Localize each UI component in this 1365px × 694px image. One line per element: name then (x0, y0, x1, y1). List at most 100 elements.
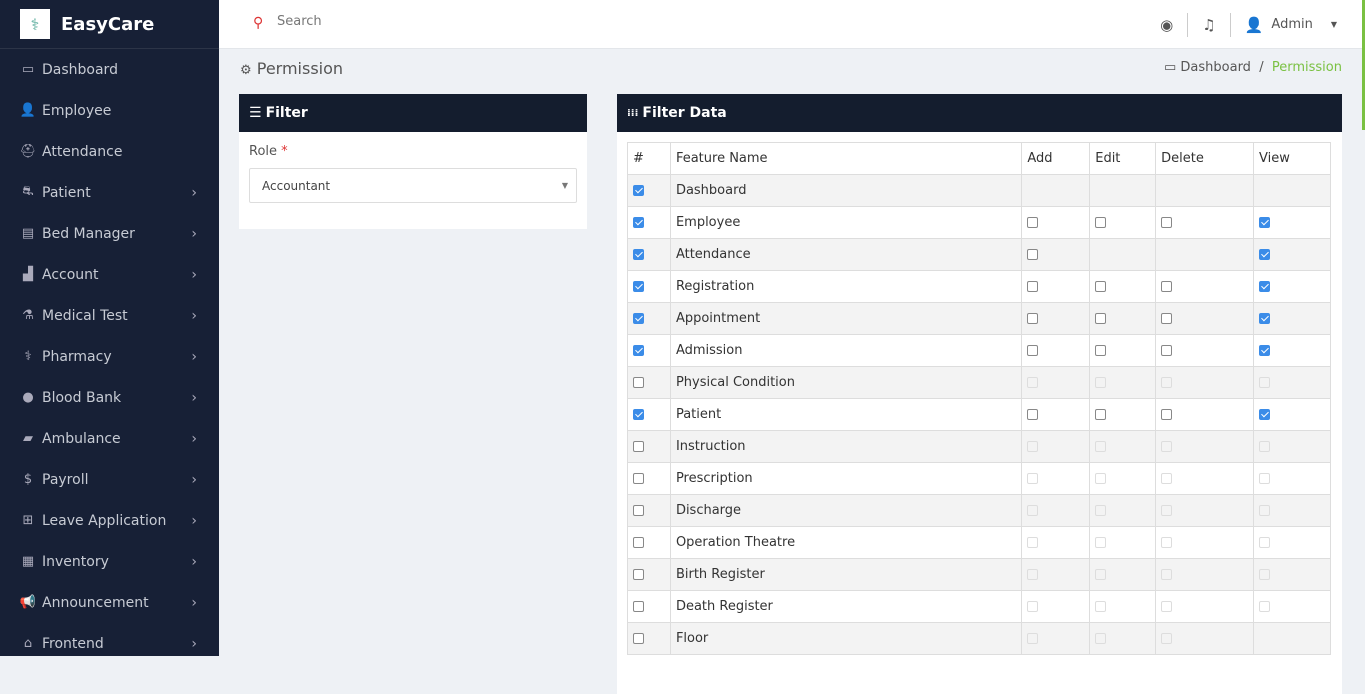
sidebar-item-ambulance[interactable]: ▰ Ambulance › (0, 418, 219, 459)
add-checkbox (1027, 505, 1039, 516)
view-cell (1253, 494, 1331, 527)
table-row: Birth Register (627, 558, 1331, 591)
add-cell (1021, 430, 1091, 463)
feature-checkbox[interactable] (633, 377, 644, 388)
row-select-cell (627, 622, 671, 655)
add-checkbox[interactable] (1027, 345, 1039, 356)
bell-icon[interactable]: ♫ (1202, 15, 1216, 34)
view-cell (1253, 238, 1331, 271)
chevron-right-icon: › (191, 553, 197, 570)
breadcrumb-dashboard[interactable]: Dashboard (1180, 60, 1251, 75)
divider (1229, 12, 1231, 37)
view-checkbox[interactable] (1259, 313, 1271, 324)
sidebar-item-inventory[interactable]: ▦ Inventory › (0, 541, 219, 582)
user-name: Admin (1271, 17, 1313, 32)
delete-cell (1155, 174, 1255, 207)
add-checkbox[interactable] (1027, 281, 1039, 292)
edit-cell (1089, 558, 1157, 591)
view-cell (1253, 622, 1331, 655)
view-checkbox (1259, 569, 1271, 580)
sidebar-item-medical-test[interactable]: ⚗ Medical Test › (0, 295, 219, 336)
sidebar-item-dashboard[interactable]: ▭ Dashboard (0, 49, 219, 90)
edit-checkbox[interactable] (1095, 409, 1107, 420)
sidebar-item-pharmacy[interactable]: ⚕ Pharmacy › (0, 336, 219, 377)
add-checkbox[interactable] (1027, 409, 1039, 420)
sliders-icon: ☰ (249, 105, 262, 121)
add-checkbox[interactable] (1027, 217, 1039, 228)
search-icon: ⚲ (253, 15, 264, 31)
table-row: Prescription (627, 462, 1331, 495)
edit-checkbox[interactable] (1095, 217, 1107, 228)
view-checkbox (1259, 377, 1271, 388)
feature-name: Operation Theatre (669, 526, 1023, 559)
role-label-text: Role (249, 144, 278, 159)
row-select-cell (627, 174, 671, 207)
filter-data-title: Filter Data (642, 105, 727, 121)
feature-checkbox[interactable] (633, 505, 644, 516)
sidebar-item-payroll[interactable]: $ Payroll › (0, 459, 219, 500)
edit-cell (1089, 302, 1157, 335)
sidebar-item-blood-bank[interactable]: ● Blood Bank › (0, 377, 219, 418)
edit-checkbox[interactable] (1095, 281, 1107, 292)
feature-checkbox[interactable] (633, 441, 644, 452)
dollar-icon: $ (23, 472, 33, 487)
delete-checkbox[interactable] (1161, 281, 1173, 292)
scrollbar[interactable] (1362, 0, 1365, 130)
feature-checkbox[interactable] (633, 249, 644, 260)
chevron-right-icon: › (191, 184, 197, 201)
feature-checkbox[interactable] (633, 569, 644, 580)
feature-checkbox[interactable] (633, 281, 644, 292)
sidebar-item-bed-manager[interactable]: ▤ Bed Manager › (0, 213, 219, 254)
delete-checkbox[interactable] (1161, 217, 1173, 228)
add-checkbox[interactable] (1027, 313, 1039, 324)
feature-checkbox[interactable] (633, 633, 644, 644)
view-checkbox (1259, 601, 1271, 612)
view-checkbox[interactable] (1259, 217, 1271, 228)
table-row: Discharge (627, 494, 1331, 527)
add-cell (1021, 238, 1091, 271)
view-checkbox[interactable] (1259, 345, 1271, 356)
sidebar-item-account[interactable]: ▟ Account › (0, 254, 219, 295)
view-checkbox[interactable] (1259, 249, 1271, 260)
sidebar-item-employee[interactable]: 👤 Employee (0, 90, 219, 131)
delete-checkbox[interactable] (1161, 345, 1173, 356)
delete-cell (1155, 430, 1255, 463)
feature-checkbox[interactable] (633, 345, 644, 356)
globe-icon[interactable]: ◉ (1160, 15, 1174, 34)
caret-down-icon: ▼ (561, 181, 568, 190)
delete-checkbox (1161, 569, 1173, 580)
delete-checkbox[interactable] (1161, 313, 1173, 324)
edit-cell (1089, 366, 1157, 399)
feature-checkbox[interactable] (633, 313, 644, 324)
feature-checkbox[interactable] (633, 185, 644, 196)
role-select[interactable]: Accountant ▼ (249, 168, 577, 203)
add-checkbox[interactable] (1027, 249, 1039, 260)
view-cell (1253, 206, 1331, 239)
view-checkbox[interactable] (1259, 281, 1271, 292)
feature-checkbox[interactable] (633, 217, 644, 228)
sidebar-item-frontend[interactable]: ⌂ Frontend › (0, 623, 219, 664)
feature-checkbox[interactable] (633, 537, 644, 548)
view-checkbox[interactable] (1259, 409, 1271, 420)
sidebar-item-patient[interactable]: ⛐ Patient › (0, 172, 219, 213)
view-checkbox (1259, 441, 1271, 452)
breadcrumb-current: Permission (1271, 60, 1342, 75)
feature-checkbox[interactable] (633, 601, 644, 612)
feature-checkbox[interactable] (633, 409, 644, 420)
sidebar-item-announcement[interactable]: 📢 Announcement › (0, 582, 219, 623)
table-row: Death Register (627, 590, 1331, 623)
brand[interactable]: ⚕ EasyCare (0, 0, 219, 49)
table-row: Registration (627, 270, 1331, 303)
user-menu[interactable]: 👤 Admin ▼ (1245, 16, 1337, 34)
feature-checkbox[interactable] (633, 473, 644, 484)
sidebar-item-leave-application[interactable]: ⊞ Leave Application › (0, 500, 219, 541)
edit-cell (1089, 238, 1157, 271)
search-input[interactable] (277, 14, 577, 29)
delete-checkbox[interactable] (1161, 409, 1173, 420)
delete-cell (1155, 206, 1255, 239)
role-select-value: Accountant (262, 178, 331, 193)
edit-checkbox[interactable] (1095, 313, 1107, 324)
table-row: Employee (627, 206, 1331, 239)
edit-checkbox[interactable] (1095, 345, 1107, 356)
sidebar-item-attendance[interactable]: ⛑ Attendance (0, 131, 219, 172)
